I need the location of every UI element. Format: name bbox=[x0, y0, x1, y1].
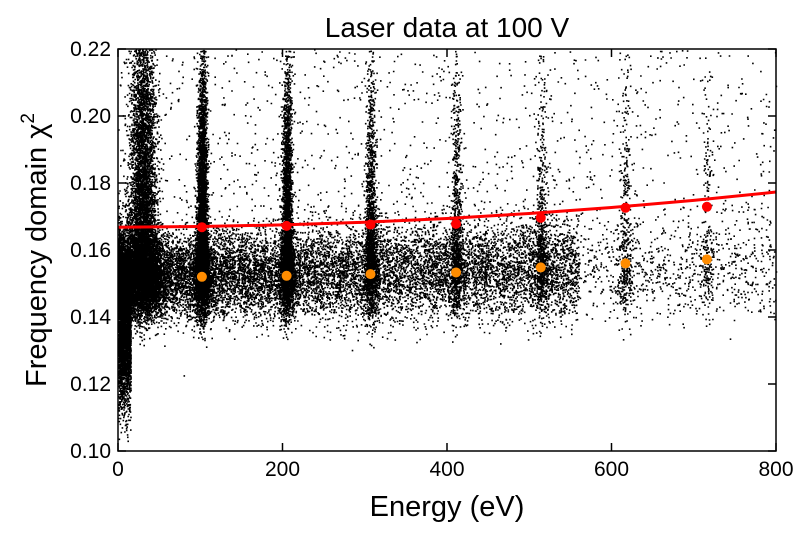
y-tick-label: 0.10 bbox=[70, 440, 111, 463]
x-tick-label: 200 bbox=[265, 458, 300, 481]
x-tick-label: 0 bbox=[112, 458, 124, 481]
scatter-points bbox=[118, 49, 778, 443]
orange-data-point bbox=[365, 269, 376, 280]
orange-data-point bbox=[451, 267, 462, 278]
y-tick-label: 0.14 bbox=[70, 306, 111, 329]
x-tick-label: 600 bbox=[594, 458, 629, 481]
red-data-point bbox=[535, 212, 546, 223]
x-tick-label: 800 bbox=[758, 458, 793, 481]
orange-data-point bbox=[620, 258, 631, 269]
red-data-point bbox=[451, 218, 462, 229]
y-tick-label: 0.18 bbox=[70, 172, 111, 195]
fit-line bbox=[117, 190, 777, 229]
orange-data-point bbox=[281, 270, 292, 281]
scatter-cloud bbox=[118, 49, 778, 443]
y-tick-label: 0.22 bbox=[70, 38, 111, 61]
y-tick-label: 0.16 bbox=[70, 239, 111, 262]
orange-data-point bbox=[196, 271, 207, 282]
red-data-point bbox=[701, 201, 712, 212]
y-tick-label: 0.12 bbox=[70, 373, 111, 396]
orange-data-point bbox=[701, 254, 712, 265]
x-tick-label: 400 bbox=[429, 458, 464, 481]
y-axis-label: Frequency domain χ2 bbox=[18, 113, 53, 387]
x-axis-label: Energy (eV) bbox=[370, 491, 525, 523]
y-tick-label: 0.20 bbox=[70, 105, 111, 128]
orange-data-point bbox=[535, 262, 546, 273]
plot-frame bbox=[117, 48, 777, 452]
chart-title: Laser data at 100 V bbox=[325, 12, 570, 43]
